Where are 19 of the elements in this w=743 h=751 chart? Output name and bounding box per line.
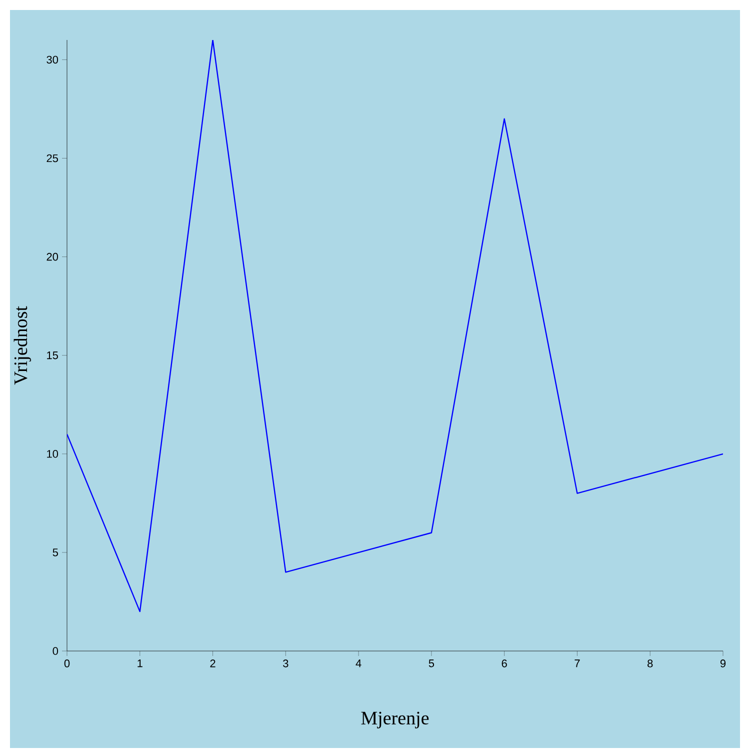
x-tick-label: 6	[502, 660, 507, 668]
y-axis-title: Vrijednost	[14, 306, 32, 385]
y-tick-label: 30	[46, 56, 58, 64]
y-tick-label: 20	[46, 252, 58, 261]
x-axis-title: Mjerenje	[361, 712, 429, 728]
x-tick-label: 5	[428, 660, 434, 668]
x-tick-label: 0	[64, 660, 70, 668]
x-tick-label: 2	[210, 660, 216, 668]
x-tick-label: 9	[720, 660, 726, 668]
x-tick-label: 8	[648, 660, 653, 668]
x-tick-label: 7	[574, 660, 580, 668]
y-tick-label: 10	[47, 450, 58, 458]
y-tick-label: 15	[47, 352, 58, 360]
x-tick-label: 4	[356, 660, 362, 668]
y-tick-label: 25	[46, 154, 58, 162]
x-tick-label: 1	[138, 660, 142, 668]
y-tick-label: 0	[52, 647, 58, 655]
y-tick-label: 5	[52, 548, 58, 556]
x-tick-label: 3	[283, 660, 288, 668]
